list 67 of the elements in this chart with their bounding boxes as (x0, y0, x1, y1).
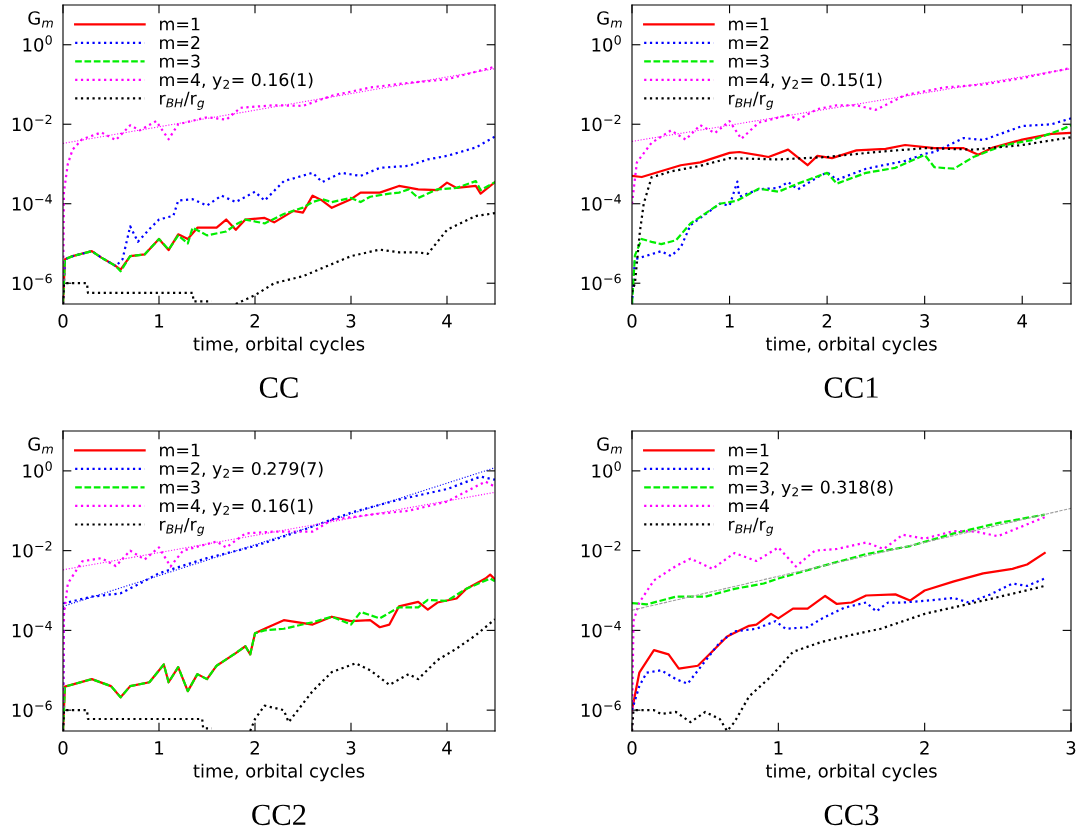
x-tick-label: 2 (822, 314, 832, 328)
legend-label: m=2 (729, 462, 769, 475)
legend-label: m=1 (729, 443, 769, 457)
legend-label: r$_{BH}$/r$_{g}$ (160, 91, 205, 110)
legend-label: r$_{BH}$/r$_{g}$ (729, 91, 774, 110)
legend-label: m=2, y$_{2}$= 0.279(7) (160, 461, 323, 479)
legend-label: r$_{BH}$/r$_{g}$ (160, 517, 205, 536)
x-tick-label: 3 (346, 741, 356, 755)
x-tick-label: 1 (774, 741, 783, 755)
legend-label: m=4, y$_{2}$= 0.15(1) (729, 72, 882, 90)
x-tick-label: 1 (155, 741, 164, 755)
y-axis-title: G$_{m}$ (597, 437, 622, 454)
x-tick-label: 0 (58, 741, 68, 755)
y-tick-label: 10$^{−6}$ (12, 700, 52, 718)
y-tick-label: 10$^{−4}$ (12, 194, 52, 211)
y-tick-label: 10$^{−4}$ (12, 621, 52, 638)
y-axis-title: G$_{m}$ (28, 11, 53, 28)
x-axis-title: time, orbital cycles (193, 336, 365, 355)
legend-label: m=2 (160, 36, 200, 49)
legend-label: m=4 (729, 499, 770, 512)
x-tick-label: 4 (442, 741, 452, 755)
legend-label: m=2 (729, 36, 769, 49)
y-tick-label: 10$^{−2}$ (12, 541, 52, 558)
legend-label: m=1 (729, 17, 769, 31)
y-tick-label: 10$^{0}$ (592, 461, 621, 478)
legend-label: m=4, y$_{2}$= 0.16(1) (160, 498, 313, 516)
text: CC3 (824, 804, 879, 826)
x-tick-label: 2 (250, 314, 259, 328)
y-tick-label: 10$^{−2}$ (581, 114, 621, 132)
x-tick-label: 0 (627, 741, 637, 755)
x-tick-label: 2 (250, 741, 259, 755)
legend-label: m=3 (160, 54, 200, 68)
y-tick-label: 10$^{−4}$ (581, 621, 621, 638)
x-tick-label: 3 (920, 314, 929, 328)
legend-label: m=4, y$_{2}$= 0.16(1) (160, 72, 313, 90)
legend-label: m=1 (160, 443, 200, 457)
y-tick-label: 10$^{−2}$ (12, 114, 52, 132)
y-tick-label: 10$^{−6}$ (581, 700, 621, 718)
x-axis-title: time, orbital cycles (193, 763, 365, 782)
y-tick-label: 10$^{0}$ (23, 461, 52, 478)
x-tick-label: 1 (155, 314, 164, 328)
legend-label: r$_{BH}$/r$_{g}$ (729, 517, 774, 536)
legend-label: m=1 (160, 17, 200, 31)
x-tick-label: 0 (627, 314, 637, 328)
y-tick-label: 10$^{−4}$ (581, 194, 621, 211)
text: CC2 (252, 804, 306, 826)
text: CC1 (824, 377, 878, 398)
y-axis-title: G$_{m}$ (597, 11, 622, 28)
x-tick-label: 1 (725, 314, 734, 328)
text: CC (259, 377, 298, 398)
x-axis-title: time, orbital cycles (765, 336, 937, 355)
x-tick-label: 4 (1017, 314, 1027, 328)
x-tick-label: 2 (920, 741, 929, 755)
x-tick-label: 3 (346, 314, 356, 328)
y-tick-label: 10$^{0}$ (592, 35, 621, 52)
x-tick-label: 4 (442, 314, 452, 328)
legend-label: m=3, y$_{2}$= 0.318(8) (729, 480, 893, 498)
legend-label: m=3 (160, 480, 200, 494)
y-tick-label: 10$^{−2}$ (581, 541, 621, 558)
x-axis-title: time, orbital cycles (765, 763, 937, 782)
x-tick-label: 0 (58, 314, 68, 328)
y-tick-label: 10$^{−6}$ (581, 273, 621, 291)
y-axis-title: G$_{m}$ (28, 437, 53, 454)
y-tick-label: 10$^{0}$ (23, 35, 52, 52)
y-tick-label: 10$^{−6}$ (12, 273, 52, 291)
legend-label: m=3 (729, 54, 769, 68)
x-tick-label: 3 (1066, 741, 1076, 755)
